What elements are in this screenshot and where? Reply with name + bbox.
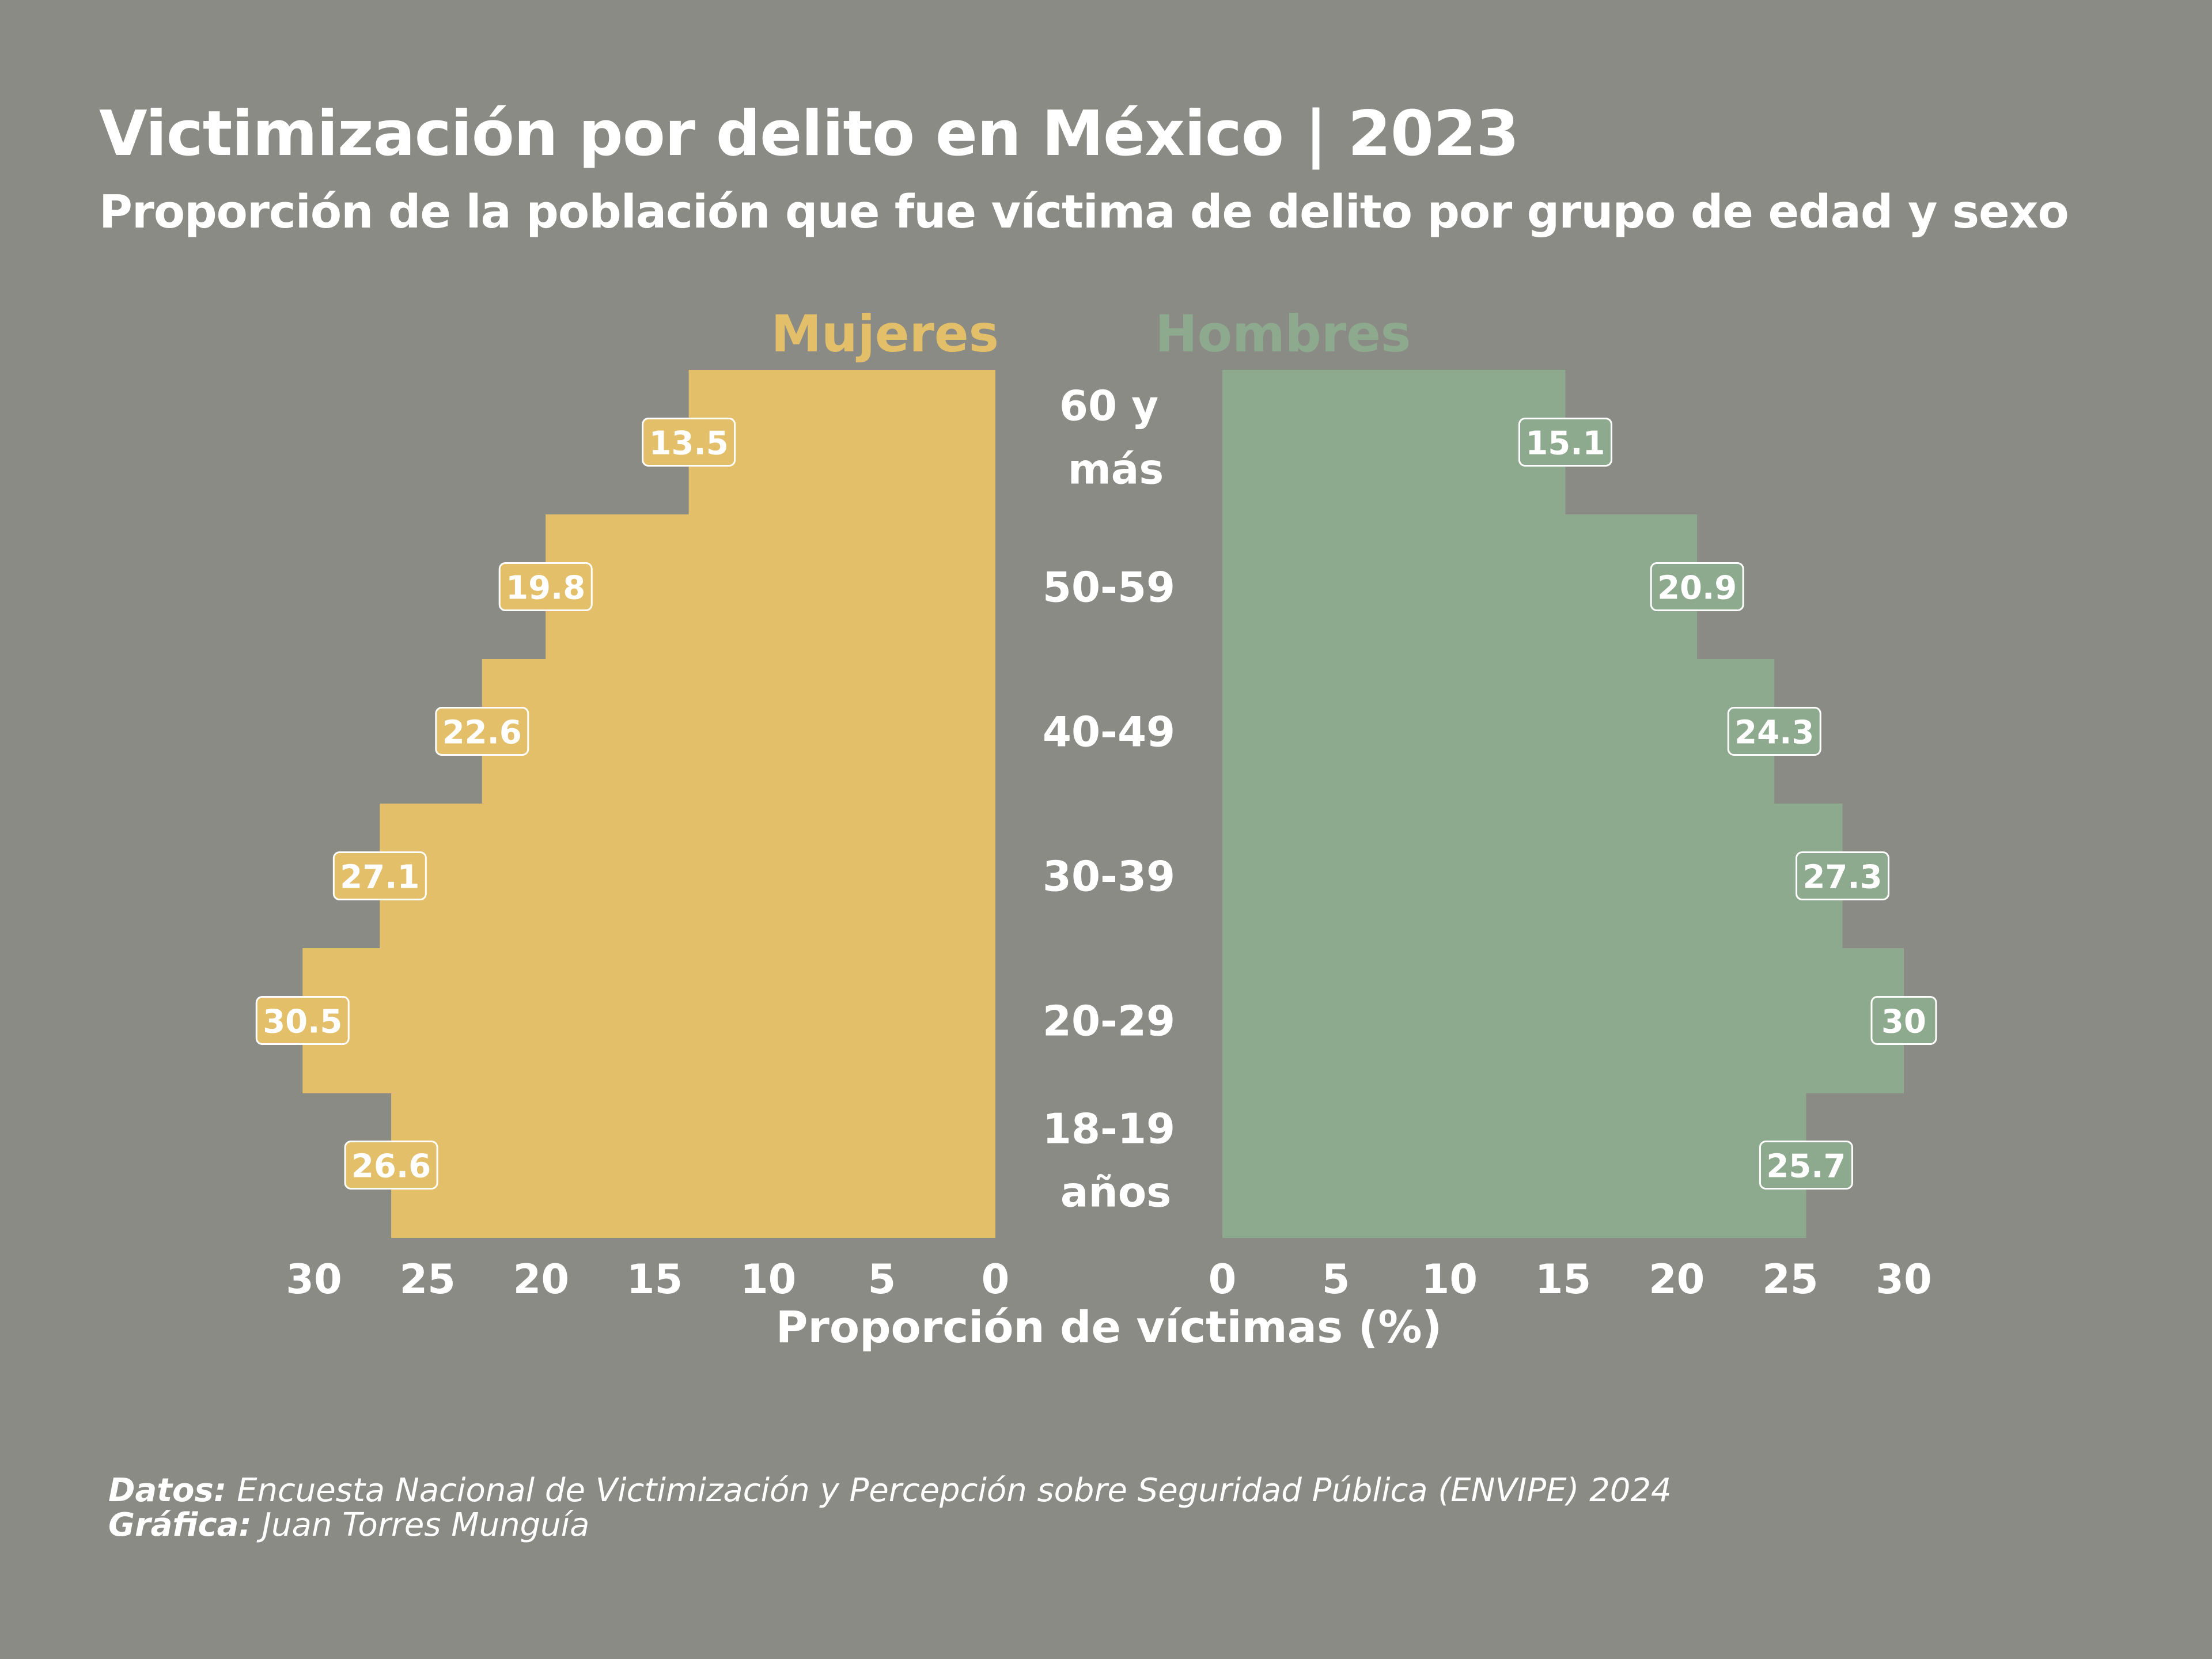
bar-hombres xyxy=(1222,370,1566,515)
series-label-mujeres: Mujeres xyxy=(771,304,999,363)
data-label-mujeres-box xyxy=(435,707,529,756)
data-label-mujeres: 13.5 xyxy=(649,425,729,463)
data-label-mujeres-box xyxy=(344,1141,438,1190)
bar-mujeres xyxy=(302,948,995,1093)
data-label-hombres-box xyxy=(1650,562,1744,611)
data-label-mujeres: 27.1 xyxy=(340,859,419,896)
category-label: 30-39 xyxy=(1043,853,1175,901)
bar-hombres xyxy=(1222,804,1843,949)
bar-hombres xyxy=(1222,1093,1806,1238)
x-axis-title: Proporción de víctimas (%) xyxy=(776,1301,1442,1353)
category-label: 50-59 xyxy=(1043,563,1175,612)
x-tick-label-right: 5 xyxy=(1322,1256,1350,1303)
data-label-mujeres: 26.6 xyxy=(351,1148,431,1185)
data-label-mujeres-box xyxy=(332,851,427,900)
data-label-mujeres: 30.5 xyxy=(263,1003,342,1041)
chart-subtitle: Proporción de la población que fue vícti… xyxy=(99,185,2069,238)
x-tick-label-left: 30 xyxy=(286,1256,342,1303)
x-tick-label-right: 30 xyxy=(1876,1256,1931,1303)
bar-hombres xyxy=(1222,514,1698,660)
bar-hombres xyxy=(1222,948,1904,1093)
data-label-mujeres-box xyxy=(498,562,593,611)
bar-mujeres xyxy=(391,1093,996,1238)
x-tick-label-left: 20 xyxy=(513,1256,569,1303)
series-label-hombres: Hombres xyxy=(1155,304,1411,363)
chart-title: Victimización por delito en México | 202… xyxy=(99,98,1519,170)
bar-mujeres xyxy=(482,659,995,804)
bar-mujeres xyxy=(380,804,995,949)
data-label-hombres: 15.1 xyxy=(1525,425,1605,463)
category-label: más xyxy=(1068,445,1164,494)
data-label-mujeres-box xyxy=(642,418,736,467)
x-tick-label-right: 25 xyxy=(1762,1256,1818,1303)
data-label-hombres: 25.7 xyxy=(1766,1148,1846,1185)
category-label: 40-49 xyxy=(1043,708,1175,756)
data-source-caption: Datos: Encuesta Nacional de Victimizació… xyxy=(108,1472,1672,1509)
x-tick-label-right: 10 xyxy=(1422,1256,1478,1303)
x-tick-label-left: 15 xyxy=(627,1256,683,1303)
data-label-hombres-box xyxy=(1870,996,1937,1045)
bar-hombres xyxy=(1222,659,1775,804)
bar-mujeres xyxy=(546,514,995,660)
data-label-hombres-box xyxy=(1727,707,1821,756)
data-label-mujeres: 19.8 xyxy=(506,570,585,607)
x-tick-label-left: 25 xyxy=(399,1256,455,1303)
data-label-hombres-box xyxy=(1518,418,1612,467)
graph-credit-caption: Gráfica: Juan Torres Munguía xyxy=(108,1506,590,1544)
data-label-hombres: 30 xyxy=(1881,1003,1926,1041)
x-tick-label-right: 20 xyxy=(1649,1256,1705,1303)
data-source-label: Datos: xyxy=(108,1472,227,1509)
data-label-hombres: 27.3 xyxy=(1802,859,1882,896)
graph-credit-value: Juan Torres Munguía xyxy=(262,1506,590,1544)
data-source-value: Encuesta Nacional de Victimización y Per… xyxy=(237,1472,1672,1509)
x-tick-label-left: 10 xyxy=(740,1256,796,1303)
data-label-mujeres: 22.6 xyxy=(442,714,522,752)
x-tick-label-right: 15 xyxy=(1535,1256,1591,1303)
x-tick-label-right: 0 xyxy=(1209,1256,1237,1303)
category-label: años xyxy=(1060,1168,1171,1217)
data-label-hombres: 20.9 xyxy=(1657,570,1737,607)
data-label-hombres-box xyxy=(1796,851,1890,900)
category-label: 60 y xyxy=(1059,382,1158,430)
data-label-mujeres-box xyxy=(255,996,350,1045)
graph-credit-label: Gráfica: xyxy=(108,1506,252,1544)
category-label: 18-19 xyxy=(1043,1105,1175,1153)
x-tick-label-left: 0 xyxy=(982,1256,1010,1303)
category-label: 20-29 xyxy=(1043,997,1175,1046)
data-label-hombres-box xyxy=(1759,1141,1853,1190)
bar-mujeres xyxy=(688,370,995,515)
data-label-hombres: 24.3 xyxy=(1734,714,1814,752)
x-tick-label-left: 5 xyxy=(868,1256,896,1303)
